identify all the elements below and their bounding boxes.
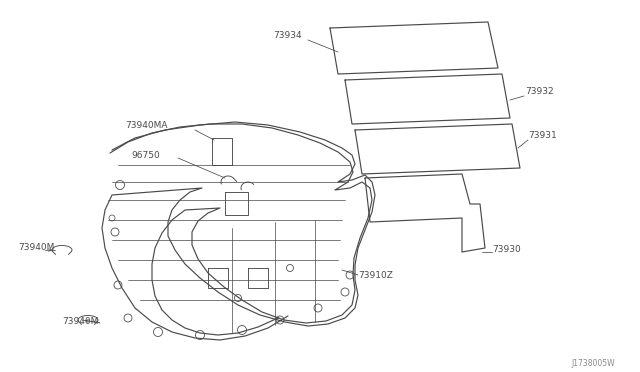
Text: 73940MA: 73940MA [125,122,168,131]
Text: 73910Z: 73910Z [358,270,393,279]
Text: J1738005W: J1738005W [572,359,615,368]
Text: 73940M: 73940M [62,317,99,327]
Text: 73930: 73930 [492,246,521,254]
Text: 96750: 96750 [131,151,160,160]
Text: 73934: 73934 [273,32,302,41]
Text: 73932: 73932 [525,87,554,96]
Text: 73940M: 73940M [18,244,54,253]
Text: 73931: 73931 [528,131,557,141]
